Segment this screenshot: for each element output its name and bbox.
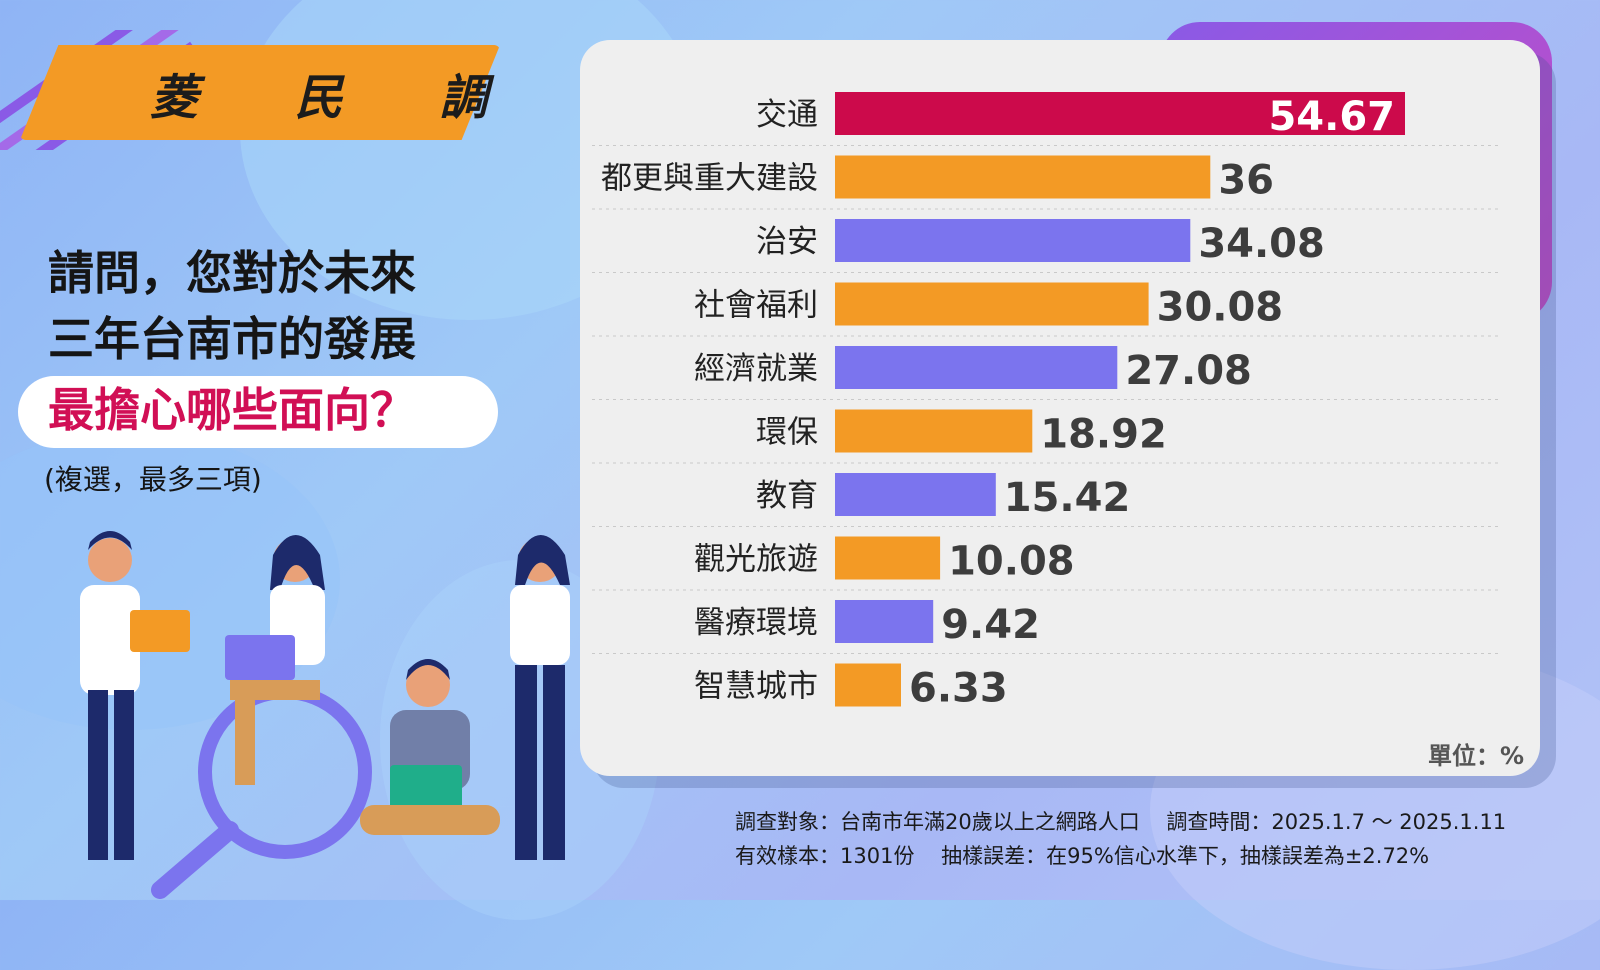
bar [835,536,941,580]
category-label: 教育 [756,478,818,514]
category-label: 都更與重大建設 [601,161,818,197]
question-note: (複選，最多三項) [44,463,262,496]
bar [835,155,1211,199]
value-label: 30.08 [1157,285,1284,331]
bar [835,282,1149,326]
category-label: 觀光旅遊 [694,542,818,578]
bar [835,473,996,516]
brand-name: 菱 民 調 [150,70,528,126]
value-label: 15.42 [1004,475,1131,521]
category-label: 醫療環境 [694,605,818,641]
value-label: 36 [1218,158,1274,204]
category-label: 智慧城市 [694,669,818,705]
value-label: 18.92 [1040,412,1167,458]
bar [835,600,934,643]
highlight-pill [18,376,498,448]
value-label: 27.08 [1125,348,1252,394]
brand-banner [20,45,500,140]
bar [835,409,1033,453]
category-label: 交通 [756,97,818,133]
question-text: 請問，您對於未來 三年台南市的發展 [48,240,416,372]
survey-info-line-2: 有效樣本：1301份 抽樣誤差：在95%信心水準下，抽樣誤差為±2.72% [735,844,1430,868]
bar-chart: 交通 54.67 都更與重大建設 36 治安 34.08 社會福利 30.08 經濟就業 27.0… [592,92,1502,712]
category-label: 環保 [756,415,818,451]
unit-label: 單位：% [1428,742,1525,770]
question-line-1: 請問，您對於未來 [48,246,416,300]
people-illustration [80,531,570,899]
category-label: 經濟就業 [694,351,818,387]
bar [835,346,1118,389]
bar [835,92,1405,135]
category-label: 社會福利 [694,288,818,324]
bar [835,663,901,707]
value-label: 10.08 [948,539,1075,585]
value-label: 6.33 [909,666,1008,712]
value-label: 34.08 [1198,221,1325,267]
survey-info-line-1: 調查對象：台南市年滿20歲以上之網路人口 調查時間：2025.1.7 ～ 202… [735,810,1507,834]
value-label: 54.67 [1268,94,1395,140]
category-label: 治安 [756,224,818,260]
question-highlight: 最擔心哪些面向？ [48,383,416,437]
value-label: 9.42 [941,602,1040,648]
question-line-2: 三年台南市的發展 [48,312,416,366]
bar [835,219,1191,262]
